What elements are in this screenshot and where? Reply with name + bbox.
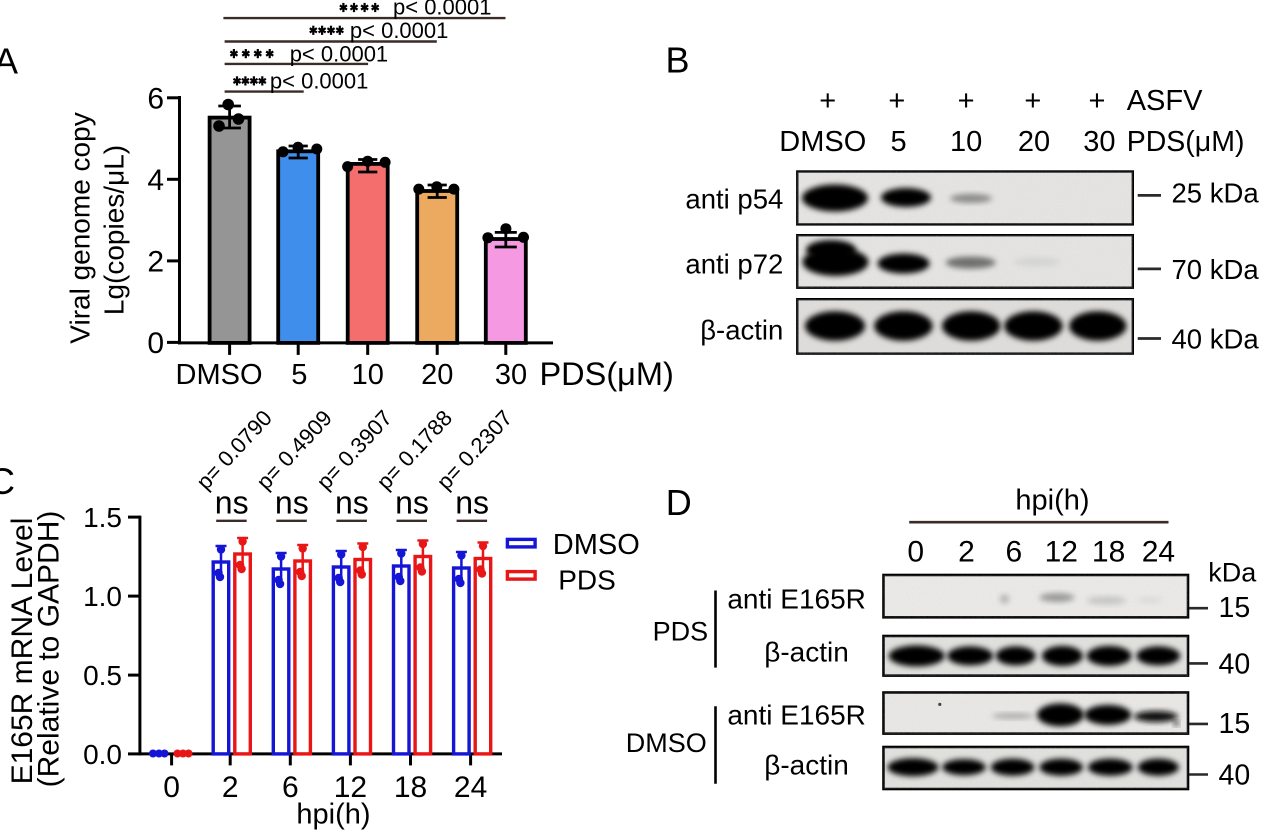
svg-text:15: 15 (1219, 592, 1251, 624)
svg-text:Lg(copies/μL): Lg(copies/μL) (98, 145, 129, 315)
svg-text:2: 2 (222, 771, 239, 804)
svg-text:Viral genome copy: Viral genome copy (65, 112, 96, 343)
svg-text:2: 2 (958, 536, 975, 569)
svg-text:12: 12 (1045, 536, 1078, 569)
svg-text:ns: ns (395, 485, 429, 521)
svg-text:PDS(μM): PDS(μM) (540, 356, 674, 392)
svg-text:+: + (958, 85, 975, 117)
svg-text:DMSO: DMSO (553, 529, 640, 561)
svg-text:ns: ns (335, 485, 369, 521)
svg-text:p< 0.0001: p< 0.0001 (270, 68, 368, 93)
svg-text:ns: ns (215, 485, 249, 521)
svg-text:ns: ns (455, 485, 489, 521)
svg-text:25 kDa: 25 kDa (1172, 178, 1260, 209)
svg-text:β-actin: β-actin (764, 637, 849, 668)
svg-text:0: 0 (147, 327, 164, 360)
svg-text:ASFV: ASFV (1127, 85, 1203, 117)
svg-text:DMSO: DMSO (176, 359, 263, 391)
svg-text:DMSO: DMSO (626, 728, 707, 758)
svg-text:hpi(h): hpi(h) (296, 799, 370, 831)
svg-text:30: 30 (495, 359, 527, 391)
svg-text:PDS: PDS (653, 617, 709, 647)
svg-text:E165R mRNA Level: E165R mRNA Level (6, 518, 39, 785)
svg-text:PDS: PDS (558, 565, 616, 596)
svg-text:12: 12 (334, 771, 367, 804)
svg-text:0: 0 (163, 771, 180, 804)
svg-text:70 kDa: 70 kDa (1172, 254, 1260, 285)
svg-text:4: 4 (147, 164, 164, 197)
svg-text:+: + (819, 85, 836, 117)
svg-text:40: 40 (1219, 649, 1251, 681)
svg-text:6: 6 (282, 771, 299, 804)
svg-text:DMSO: DMSO (779, 126, 866, 158)
svg-text:anti p72: anti p72 (685, 249, 783, 280)
svg-text:2: 2 (147, 245, 164, 278)
svg-text:0: 0 (907, 536, 924, 569)
svg-text:24: 24 (454, 771, 487, 804)
svg-text:anti p54: anti p54 (685, 184, 783, 215)
svg-text:anti E165R: anti E165R (727, 700, 866, 731)
svg-text:kDa: kDa (1208, 558, 1257, 588)
svg-text:1.0: 1.0 (83, 581, 122, 612)
svg-text:p< 0.0001: p< 0.0001 (350, 18, 448, 43)
svg-text:10: 10 (950, 126, 982, 158)
svg-text:anti E165R: anti E165R (727, 583, 866, 614)
svg-text:β-actin: β-actin (700, 315, 783, 346)
svg-text:PDS(μM): PDS(μM) (1127, 126, 1245, 158)
svg-text:p< 0.0001: p< 0.0001 (393, 0, 491, 19)
svg-text:18: 18 (1092, 536, 1125, 569)
svg-text:D: D (666, 482, 692, 523)
svg-text:0.0: 0.0 (83, 739, 122, 770)
svg-text:+: + (888, 85, 905, 117)
svg-text:β-actin: β-actin (764, 750, 849, 781)
svg-text:C: C (0, 460, 15, 502)
svg-text:+: + (1089, 85, 1106, 117)
svg-text:18: 18 (394, 771, 427, 804)
svg-text:(Relative to GAPDH): (Relative to GAPDH) (32, 511, 65, 788)
svg-text:6: 6 (147, 82, 164, 115)
svg-text:20: 20 (421, 359, 453, 391)
svg-text:24: 24 (1142, 536, 1175, 569)
svg-text:6: 6 (1006, 536, 1023, 569)
svg-text:ns: ns (275, 485, 309, 521)
svg-text:20: 20 (1018, 126, 1050, 158)
svg-text:10: 10 (352, 359, 384, 391)
svg-text:p< 0.0001: p< 0.0001 (290, 42, 388, 67)
svg-text:1.5: 1.5 (83, 502, 122, 533)
svg-text:hpi(h): hpi(h) (1015, 485, 1089, 517)
svg-text:15: 15 (1219, 708, 1251, 740)
svg-text:+: + (1024, 85, 1041, 117)
svg-text:30: 30 (1083, 126, 1115, 158)
svg-text:A: A (0, 40, 18, 81)
svg-text:40 kDa: 40 kDa (1172, 323, 1260, 354)
svg-text:40: 40 (1219, 759, 1251, 791)
svg-text:0.5: 0.5 (83, 660, 122, 691)
svg-text:5: 5 (891, 126, 907, 158)
svg-text:B: B (666, 39, 690, 80)
svg-text:5: 5 (291, 359, 307, 391)
